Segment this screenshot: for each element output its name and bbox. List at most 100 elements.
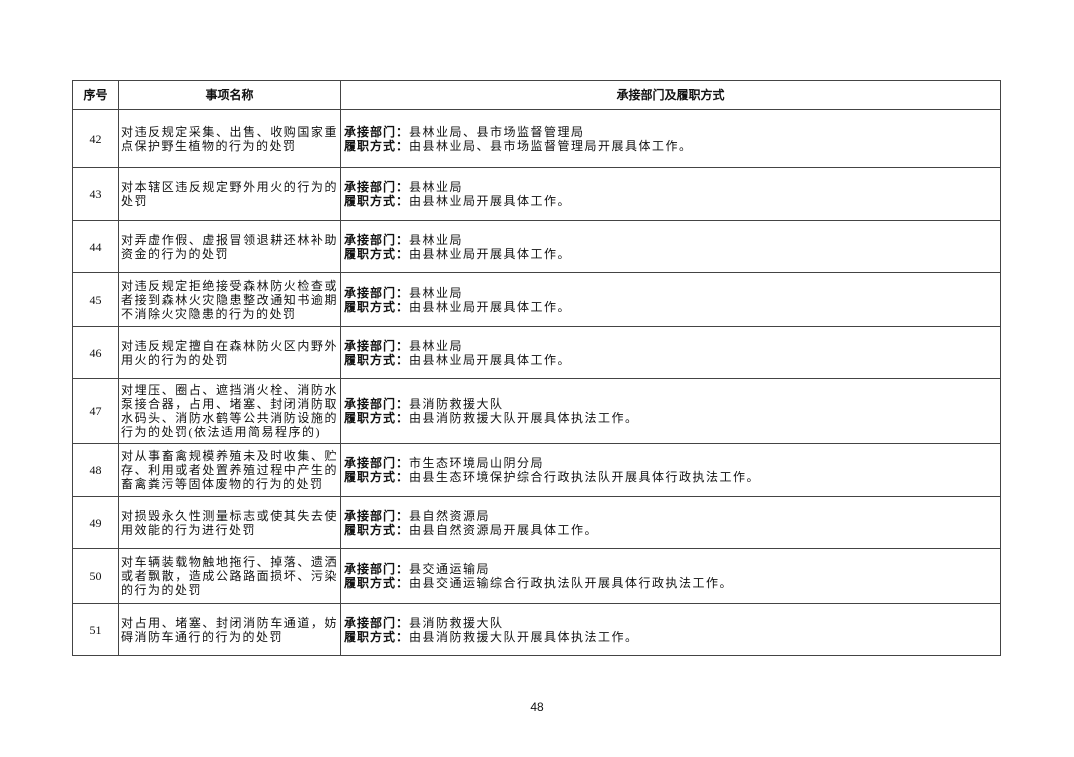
- row-item-name: 对本辖区违反规定野外用火的行为的处罚: [118, 167, 341, 221]
- row-serial: 46: [72, 326, 119, 379]
- items-table: 序号 事项名称 承接部门及履职方式 42 对违反规定采集、出售、收购国家重点保护野…: [72, 80, 1001, 656]
- row-department-cell: 承接部门：县交通运输局 履职方式：由县交通运输综合行政执法队开展具体行政执法工作。: [340, 548, 1001, 604]
- mode-line: 履职方式：由县林业局开展具体工作。: [344, 300, 998, 314]
- row-serial: 44: [72, 220, 119, 273]
- row-department-cell: 承接部门：县消防救援大队 履职方式：由县消防救援大队开展具体执法工作。: [340, 378, 1001, 444]
- table-row: 42 对违反规定采集、出售、收购国家重点保护野生植物的行为的处罚 承接部门：县林业局…: [72, 109, 1001, 168]
- mode-value: 由县林业局开展具体工作。: [409, 194, 572, 208]
- department-value: 县林业局: [409, 338, 464, 353]
- department-label: 承接部门：: [344, 562, 410, 576]
- department-label: 承接部门：: [344, 508, 410, 523]
- mode-label: 履职方式：: [344, 411, 410, 425]
- mode-label: 履职方式：: [344, 629, 410, 644]
- table-row: 48 对从事畜禽规模养殖未及时收集、贮存、利用或者处置养殖过程中产生的畜禽粪污等固…: [72, 443, 1001, 497]
- table-row: 51 对占用、堵塞、封闭消防车通道，妨碍消防车通行的行为的处罚 承接部门：县消防救援…: [72, 603, 1001, 656]
- table-row: 45 对违反规定拒绝接受森林防火检查或者接到森林火灾隐患整改通知书逾期不消除火灾隐…: [72, 272, 1001, 327]
- department-line: 承接部门：县林业局: [344, 180, 998, 194]
- table-row: 46 对违反规定擅自在森林防火区内野外用火的行为的处罚 承接部门：县林业局 履职方式：…: [72, 326, 1001, 379]
- row-department-cell: 承接部门：县自然资源局 履职方式：由县自然资源局开展具体工作。: [340, 496, 1001, 549]
- row-department-cell: 承接部门：县林业局 履职方式：由县林业局开展具体工作。: [340, 272, 1001, 327]
- table-row: 44 对弄虚作假、虚报冒领退耕还林补助资金的行为的处罚 承接部门：县林业局 履职方式：…: [72, 220, 1001, 273]
- row-department-cell: 承接部门：县消防救援大队 履职方式：由县消防救援大队开展具体执法工作。: [340, 603, 1001, 656]
- table-row: 47 对埋压、圈占、遮挡消火栓、消防水泵接合器，占用、堵塞、封闭消防取水码头、消防…: [72, 378, 1001, 444]
- row-department-cell: 承接部门：县林业局 履职方式：由县林业局开展具体工作。: [340, 167, 1001, 221]
- department-label: 承接部门：: [344, 397, 410, 411]
- row-department-cell: 承接部门：市生态环境局山阴分局 履职方式：由县生态环境保护综合行政执法队开展具体行…: [340, 443, 1001, 497]
- header-item-name: 事项名称: [118, 80, 341, 110]
- mode-value: 由县自然资源局开展具体工作。: [409, 522, 599, 537]
- department-value: 县林业局: [409, 285, 464, 300]
- mode-label: 履职方式：: [344, 576, 410, 590]
- row-item-name: 对违反规定擅自在森林防火区内野外用火的行为的处罚: [118, 326, 341, 379]
- mode-line: 履职方式：由县林业局、县市场监督管理局开展具体工作。: [344, 139, 998, 153]
- mode-value: 由县生态环境保护综合行政执法队开展具体行政执法工作。: [409, 470, 761, 484]
- row-serial: 42: [72, 109, 119, 168]
- table-header-row: 序号 事项名称 承接部门及履职方式: [72, 80, 1001, 110]
- row-serial: 49: [72, 496, 119, 549]
- mode-label: 履职方式：: [344, 299, 410, 314]
- mode-line: 履职方式：由县消防救援大队开展具体执法工作。: [344, 630, 998, 644]
- department-value: 县自然资源局: [409, 508, 491, 523]
- department-label: 承接部门：: [344, 285, 410, 300]
- row-serial: 43: [72, 167, 119, 221]
- department-value: 县林业局、县市场监督管理局: [409, 124, 585, 139]
- row-serial: 48: [72, 443, 119, 497]
- department-line: 承接部门：县林业局: [344, 339, 998, 353]
- table-row: 43 对本辖区违反规定野外用火的行为的处罚 承接部门：县林业局 履职方式：由县林业局开…: [72, 167, 1001, 221]
- mode-line: 履职方式：由县消防救援大队开展具体执法工作。: [344, 411, 998, 425]
- mode-label: 履职方式：: [344, 522, 410, 537]
- row-item-name: 对违反规定采集、出售、收购国家重点保护野生植物的行为的处罚: [118, 109, 341, 168]
- page-number: 48: [530, 700, 544, 714]
- mode-line: 履职方式：由县林业局开展具体工作。: [344, 353, 998, 367]
- row-item-name: 对埋压、圈占、遮挡消火栓、消防水泵接合器，占用、堵塞、封闭消防取水码头、消防水鹤…: [118, 378, 341, 444]
- row-serial: 50: [72, 548, 119, 604]
- row-serial: 47: [72, 378, 119, 444]
- row-department-cell: 承接部门：县林业局 履职方式：由县林业局开展具体工作。: [340, 220, 1001, 273]
- department-value: 县林业局: [409, 180, 464, 194]
- row-item-name: 对损毁永久性测量标志或使其失去使用效能的行为进行处罚: [118, 496, 341, 549]
- mode-value: 由县林业局开展具体工作。: [409, 299, 572, 314]
- department-value: 市生态环境局山阴分局: [409, 456, 545, 470]
- mode-value: 由县消防救援大队开展具体执法工作。: [409, 411, 639, 425]
- row-serial: 45: [72, 272, 119, 327]
- department-value: 县消防救援大队: [409, 397, 504, 411]
- department-line: 承接部门：县林业局: [344, 286, 998, 300]
- mode-label: 履职方式：: [344, 470, 410, 484]
- header-department: 承接部门及履职方式: [340, 80, 1001, 110]
- department-line: 承接部门：县林业局: [344, 233, 998, 247]
- header-serial: 序号: [72, 80, 119, 110]
- department-value: 县交通运输局: [409, 562, 491, 576]
- mode-line: 履职方式：由县林业局开展具体工作。: [344, 194, 998, 208]
- mode-line: 履职方式：由县生态环境保护综合行政执法队开展具体行政执法工作。: [344, 470, 998, 484]
- mode-line: 履职方式：由县自然资源局开展具体工作。: [344, 523, 998, 537]
- department-label: 承接部门：: [344, 124, 410, 139]
- table-row: 49 对损毁永久性测量标志或使其失去使用效能的行为进行处罚 承接部门：县自然资源局履…: [72, 496, 1001, 549]
- department-line: 承接部门：市生态环境局山阴分局: [344, 456, 998, 470]
- department-line: 承接部门：县林业局、县市场监督管理局: [344, 125, 998, 139]
- department-value: 县林业局: [409, 232, 464, 247]
- row-item-name: 对从事畜禽规模养殖未及时收集、贮存、利用或者处置养殖过程中产生的畜禽粪污等固体废…: [118, 443, 341, 497]
- department-line: 承接部门：县消防救援大队: [344, 616, 998, 630]
- mode-value: 由县交通运输综合行政执法队开展具体行政执法工作。: [409, 576, 734, 590]
- row-item-name: 对占用、堵塞、封闭消防车通道，妨碍消防车通行的行为的处罚: [118, 603, 341, 656]
- mode-label: 履职方式：: [344, 138, 410, 153]
- row-serial: 51: [72, 603, 119, 656]
- mode-value: 由县林业局开展具体工作。: [409, 352, 572, 367]
- mode-label: 履职方式：: [344, 352, 410, 367]
- mode-label: 履职方式：: [344, 246, 410, 261]
- mode-value: 由县林业局开展具体工作。: [409, 246, 572, 261]
- mode-line: 履职方式：由县交通运输综合行政执法队开展具体行政执法工作。: [344, 576, 998, 590]
- department-label: 承接部门：: [344, 615, 410, 630]
- department-label: 承接部门：: [344, 338, 410, 353]
- department-label: 承接部门：: [344, 456, 410, 470]
- row-item-name: 对车辆装载物触地拖行、掉落、遗洒或者飘散，造成公路路面损坏、污染的行为的处罚: [118, 548, 341, 604]
- department-line: 承接部门：县自然资源局: [344, 509, 998, 523]
- row-item-name: 对违反规定拒绝接受森林防火检查或者接到森林火灾隐患整改通知书逾期不消除火灾隐患的…: [118, 272, 341, 327]
- mode-value: 由县林业局、县市场监督管理局开展具体工作。: [409, 138, 693, 153]
- mode-value: 由县消防救援大队开展具体执法工作。: [409, 629, 639, 644]
- row-department-cell: 承接部门：县林业局 履职方式：由县林业局开展具体工作。: [340, 326, 1001, 379]
- table-row: 50 对车辆装载物触地拖行、掉落、遗洒或者飘散，造成公路路面损坏、污染的行为的处罚…: [72, 548, 1001, 604]
- department-line: 承接部门：县消防救援大队: [344, 397, 998, 411]
- department-value: 县消防救援大队: [409, 615, 504, 630]
- department-line: 承接部门：县交通运输局: [344, 562, 998, 576]
